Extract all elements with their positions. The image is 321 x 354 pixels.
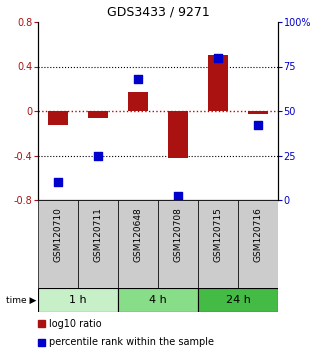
Text: GSM120708: GSM120708 [173,207,183,262]
Text: GSM120711: GSM120711 [93,207,102,262]
Bar [248,111,268,114]
Bar [158,200,198,288]
Bar [208,55,228,111]
Text: GSM120648: GSM120648 [134,207,143,262]
Bar [38,200,78,288]
Point [215,55,221,61]
Text: 4 h: 4 h [149,295,167,305]
Text: GSM120716: GSM120716 [254,207,263,262]
Text: GDS3433 / 9271: GDS3433 / 9271 [107,6,209,18]
Bar [128,92,148,111]
Text: percentile rank within the sample: percentile rank within the sample [49,337,214,347]
Text: time ▶: time ▶ [6,296,36,304]
Bar [38,339,45,346]
Bar [38,288,118,312]
Text: GSM120710: GSM120710 [54,207,63,262]
Point [95,153,100,158]
Text: GSM120715: GSM120715 [213,207,222,262]
Point [256,122,261,128]
Bar [238,200,278,288]
Text: 24 h: 24 h [226,295,250,305]
Point [176,194,181,199]
Point [56,179,61,185]
Bar [48,111,68,125]
Text: 1 h: 1 h [69,295,87,305]
Bar [88,111,108,118]
Bar [78,200,118,288]
Bar [198,288,278,312]
Bar [38,320,45,327]
Bar [118,200,158,288]
Text: log10 ratio: log10 ratio [49,319,102,329]
Bar [198,200,238,288]
Bar [118,288,198,312]
Bar [168,111,188,158]
Point [135,76,141,82]
